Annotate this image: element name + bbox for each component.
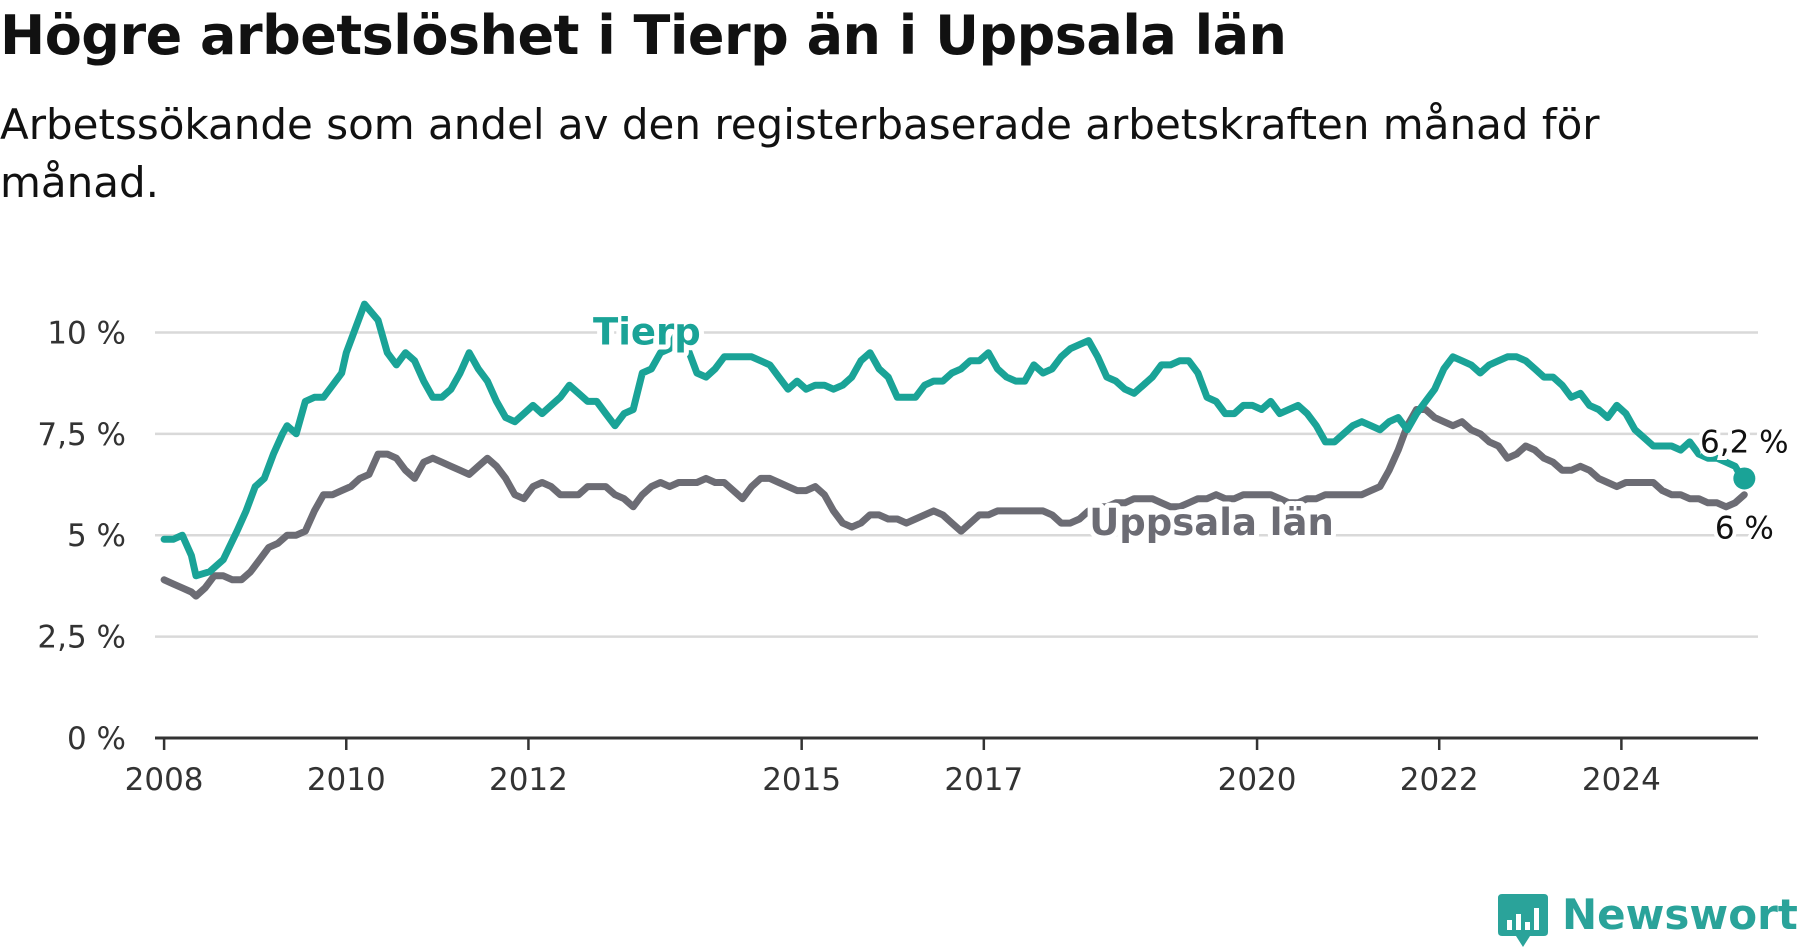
x-tick-label: 2008 [125, 762, 204, 798]
y-tick-label: 10 % [47, 315, 126, 351]
brand-name: Newsworthy [1562, 890, 1800, 939]
y-axis-ticks: 0 % 2,5 % 5 % 7,5 % 10 % [37, 315, 126, 757]
series-line-uppsala-län [160, 406, 1748, 600]
x-tick-label: 2022 [1400, 762, 1479, 798]
gridlines [155, 331, 1758, 638]
series-lines [160, 300, 1748, 600]
x-tick-label: 2020 [1218, 762, 1297, 798]
x-tick-label: 2010 [307, 762, 386, 798]
x-tick-label: 2012 [489, 762, 568, 798]
y-tick-label: 7,5 % [37, 417, 126, 453]
series-name-label: Uppsala län [1089, 501, 1334, 544]
series-name-label: Tierp [593, 311, 701, 354]
series-line-tierp [160, 300, 1748, 580]
y-tick-label: 5 % [67, 518, 126, 554]
x-tick-label: 2015 [762, 762, 841, 798]
y-tick-label: 2,5 % [37, 620, 126, 656]
series-end-marker [1733, 467, 1756, 490]
x-tick-label: 2017 [944, 762, 1023, 798]
newsworthy-logo-icon [1498, 894, 1548, 947]
y-tick-label: 0 % [67, 721, 126, 757]
chart-title: Högre arbetslöshet i Tierp än i Uppsala … [0, 4, 1287, 67]
series-labels: Tierp 6,2 % Uppsala län 6 % [588, 306, 1793, 551]
chart-subtitle: Arbetssökande som andel av den registerb… [0, 100, 1600, 207]
x-axis: 2008 2010 2012 2015 2017 2020 2022 2024 [125, 736, 1758, 798]
x-tick-label: 2024 [1582, 762, 1661, 798]
series-end-value-label: 6,2 % [1700, 424, 1789, 460]
series-end-value-label: 6 % [1715, 511, 1774, 547]
logo-badge [1498, 894, 1548, 947]
